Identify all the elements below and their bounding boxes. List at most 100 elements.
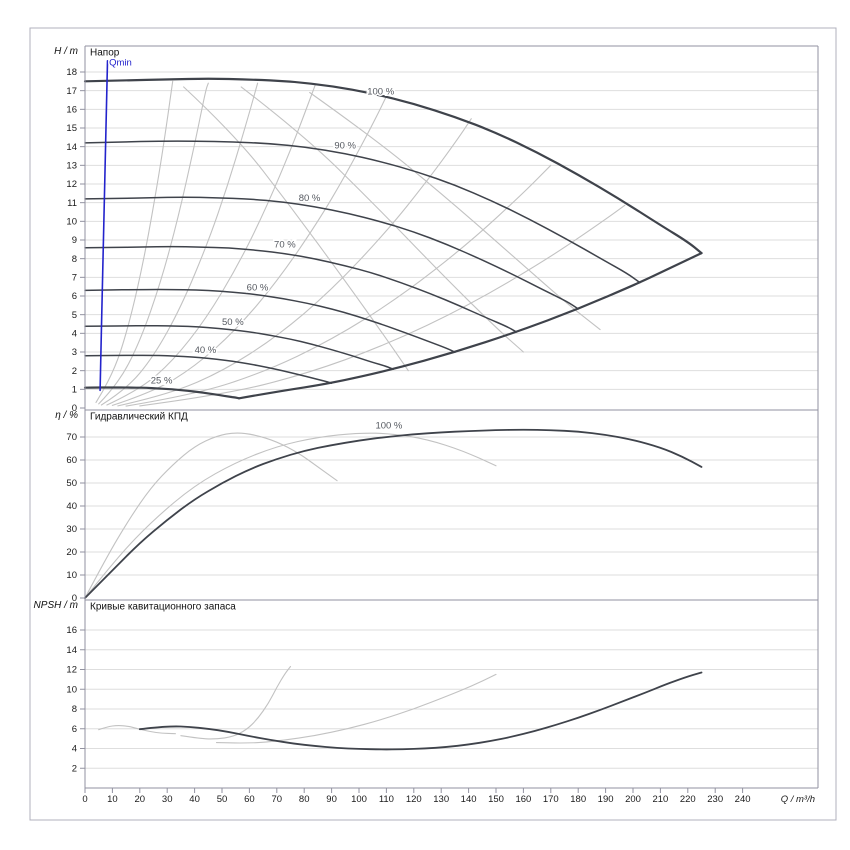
y-tick-label: 50 — [66, 478, 77, 489]
curve-label: 40 % — [195, 345, 217, 356]
x-tick-label: 210 — [652, 794, 668, 805]
curve-90 % — [84, 140, 641, 284]
y-axis-label: H / m — [54, 46, 78, 57]
y-tick-label: 6 — [72, 724, 77, 735]
x-tick-label: 110 — [379, 794, 394, 805]
y-tick-label: 3 — [72, 347, 77, 358]
y-axis-label: η / % — [55, 410, 78, 421]
x-tick-label: 140 — [461, 794, 477, 805]
gray-curve-8 — [139, 204, 626, 407]
x-tick-label: 120 — [406, 794, 422, 805]
y-tick-label: 30 — [66, 524, 77, 535]
x-tick-label: 100 — [351, 794, 367, 805]
x-tick-label: 180 — [570, 794, 586, 805]
curve-60 % — [84, 288, 456, 353]
x-tick-label: 240 — [735, 794, 751, 805]
x-tick-label: 50 — [217, 794, 228, 805]
curve-70 % — [84, 245, 518, 333]
x-tick-label: 230 — [707, 794, 723, 805]
curve-label: 50 % — [222, 317, 244, 328]
y-axis-label: NPSH / m — [34, 600, 78, 611]
gray-curve-4 — [106, 84, 316, 406]
gray-curve-6 — [117, 118, 472, 407]
curve-label: 60 % — [247, 282, 269, 293]
y-tick-label: 15 — [66, 123, 77, 134]
x-tick-label: 190 — [598, 794, 614, 805]
y-tick-label: 6 — [72, 291, 77, 302]
curve-80 % — [84, 196, 579, 310]
gray-curve-10 — [240, 86, 524, 353]
curve-Qmin — [99, 60, 109, 392]
curve-label: 100 % — [375, 421, 402, 432]
y-tick-label: 4 — [72, 329, 77, 340]
x-tick-label: 60 — [244, 794, 255, 805]
y-tick-label: 18 — [66, 67, 77, 78]
gray-curve-5 — [111, 95, 387, 406]
gray-curve-2 — [180, 665, 292, 740]
y-tick-label: 0 — [72, 403, 77, 414]
y-tick-label: 17 — [66, 86, 77, 97]
chart-title: Гидравлический КПД — [90, 412, 188, 423]
y-tick-label: 16 — [66, 105, 77, 116]
curve-100 % — [83, 77, 703, 255]
x-tick-label: 40 — [189, 794, 200, 805]
curve-max-flow-limit — [238, 252, 703, 400]
y-tick-label: 5 — [72, 310, 77, 321]
curve-label: 25 % — [151, 376, 173, 387]
x-tick-label: 10 — [107, 794, 118, 805]
y-tick-label: 16 — [66, 625, 77, 636]
curve-npsh-100 — [138, 671, 703, 751]
y-tick-label: 10 — [66, 684, 77, 695]
x-tick-label: 160 — [515, 794, 531, 805]
y-tick-label: 40 — [66, 501, 77, 512]
x-tick-label: 30 — [162, 794, 173, 805]
y-tick-label: 8 — [72, 704, 77, 715]
y-tick-label: 0 — [72, 593, 77, 604]
x-tick-label: 70 — [272, 794, 283, 805]
y-tick-label: 9 — [72, 235, 77, 246]
gray-curve-2 — [84, 432, 497, 599]
y-tick-label: 14 — [66, 645, 77, 656]
y-tick-label: 12 — [66, 179, 77, 190]
gray-curve-1 — [95, 80, 174, 403]
x-tick-label: 80 — [299, 794, 310, 805]
x-axis-label: Q / m³/h — [781, 794, 815, 805]
y-tick-label: 20 — [66, 547, 77, 558]
y-tick-label: 7 — [72, 273, 77, 284]
gray-curve-9 — [183, 86, 409, 372]
curve-40 % — [84, 354, 333, 384]
curve-label: 90 % — [334, 141, 356, 152]
y-tick-label: 10 — [66, 570, 77, 581]
y-tick-label: 10 — [66, 217, 77, 228]
y-tick-label: 2 — [72, 366, 77, 377]
y-tick-label: 1 — [72, 385, 77, 396]
curve-100 % — [84, 428, 703, 599]
y-tick-label: 2 — [72, 763, 77, 774]
gray-curve-1 — [98, 725, 176, 735]
x-tick-label: 130 — [433, 794, 449, 805]
x-tick-label: 200 — [625, 794, 641, 805]
y-tick-label: 11 — [67, 198, 77, 209]
gray-curve-1 — [84, 432, 338, 599]
y-tick-label: 13 — [66, 161, 77, 172]
y-tick-label: 4 — [72, 744, 77, 755]
chart-title: Напор — [90, 48, 120, 59]
x-tick-label: 150 — [488, 794, 504, 805]
curve-label: Qmin — [109, 57, 132, 68]
y-tick-label: 8 — [72, 254, 77, 265]
gray-curve-2 — [98, 82, 209, 405]
curve-50 % — [84, 325, 395, 370]
chart-title: Кривые кавитационного запаса — [90, 602, 236, 613]
y-tick-label: 60 — [66, 455, 77, 466]
y-tick-label: 70 — [66, 432, 77, 443]
x-tick-label: 220 — [680, 794, 696, 805]
curve-label: 100 % — [367, 86, 394, 97]
y-tick-label: 14 — [66, 142, 77, 153]
curve-label: 70 % — [274, 239, 296, 250]
y-tick-label: 12 — [66, 665, 77, 676]
x-tick-label: 90 — [326, 794, 337, 805]
x-tick-label: 0 — [82, 794, 87, 805]
curve-label: 80 % — [299, 193, 321, 204]
